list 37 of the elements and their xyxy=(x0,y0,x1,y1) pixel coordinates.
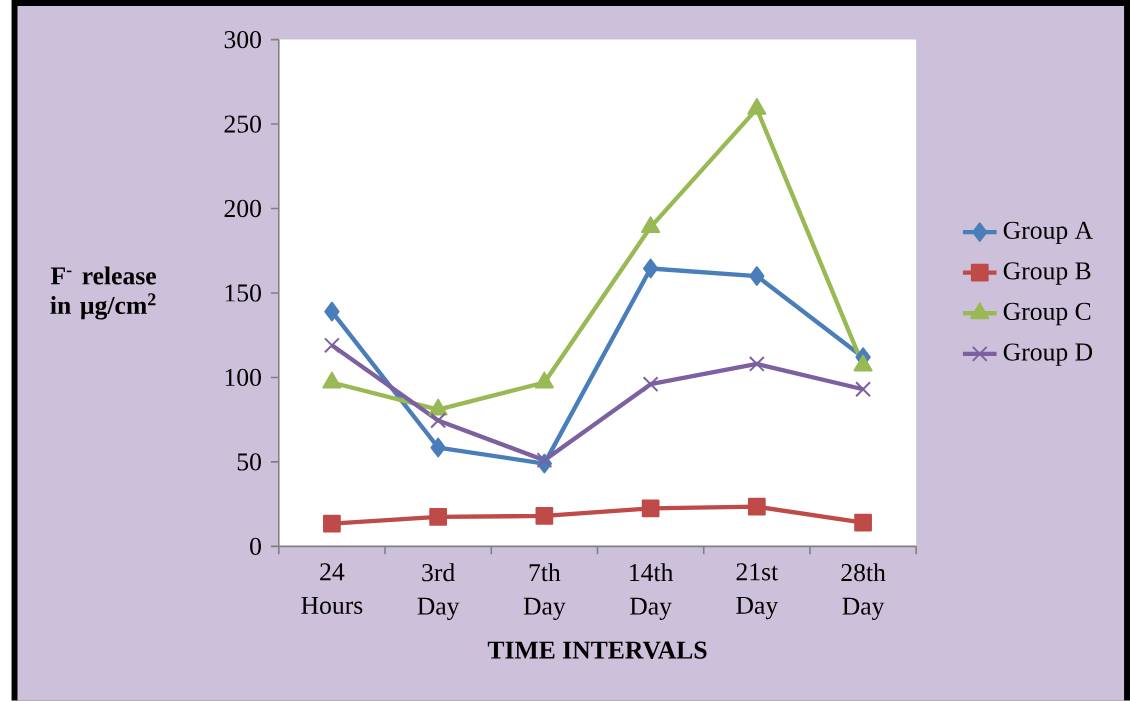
point xyxy=(323,337,340,354)
point xyxy=(747,497,766,516)
point xyxy=(747,98,767,115)
point xyxy=(536,452,553,469)
x-tick-label: 3rd Day xyxy=(417,563,460,621)
y-axis-title: F$^{-}$ release in µg/cm$^{2}$ xyxy=(50,266,156,320)
point xyxy=(535,507,554,525)
point xyxy=(642,376,659,393)
point xyxy=(641,499,660,518)
point xyxy=(855,381,872,398)
point xyxy=(324,301,340,322)
x-tick-label: 24 Hours xyxy=(301,563,363,615)
y-tick-label: 200 xyxy=(224,199,261,218)
point xyxy=(749,266,765,287)
legend-label: Group A xyxy=(1003,221,1093,245)
x-tick-label: 14th Day xyxy=(630,563,674,621)
x-tick-label: 28th Day xyxy=(841,563,886,621)
y-tick-label: 250 xyxy=(224,115,261,133)
point xyxy=(323,514,341,533)
y-tick-label: 50 xyxy=(237,453,261,471)
x-tick-label: 21st Day xyxy=(736,563,779,620)
x-tick-label: 7th Day xyxy=(523,563,566,621)
point xyxy=(642,258,659,279)
point xyxy=(748,356,765,372)
point xyxy=(430,412,447,429)
y-tick-label: 100 xyxy=(225,368,261,387)
legend-label: Group B xyxy=(1003,262,1091,285)
point xyxy=(641,216,661,234)
point xyxy=(430,437,446,458)
y-tick-label: 150 xyxy=(225,284,261,302)
y-tick-label: 300 xyxy=(224,31,261,49)
point xyxy=(854,513,872,532)
y-tick-label: 0 xyxy=(250,537,261,556)
legend-label: Group D xyxy=(1003,343,1093,366)
point xyxy=(429,508,448,526)
x-axis-title: TIME INTERVALS xyxy=(487,641,707,659)
legend-label: Group C xyxy=(1003,302,1091,326)
